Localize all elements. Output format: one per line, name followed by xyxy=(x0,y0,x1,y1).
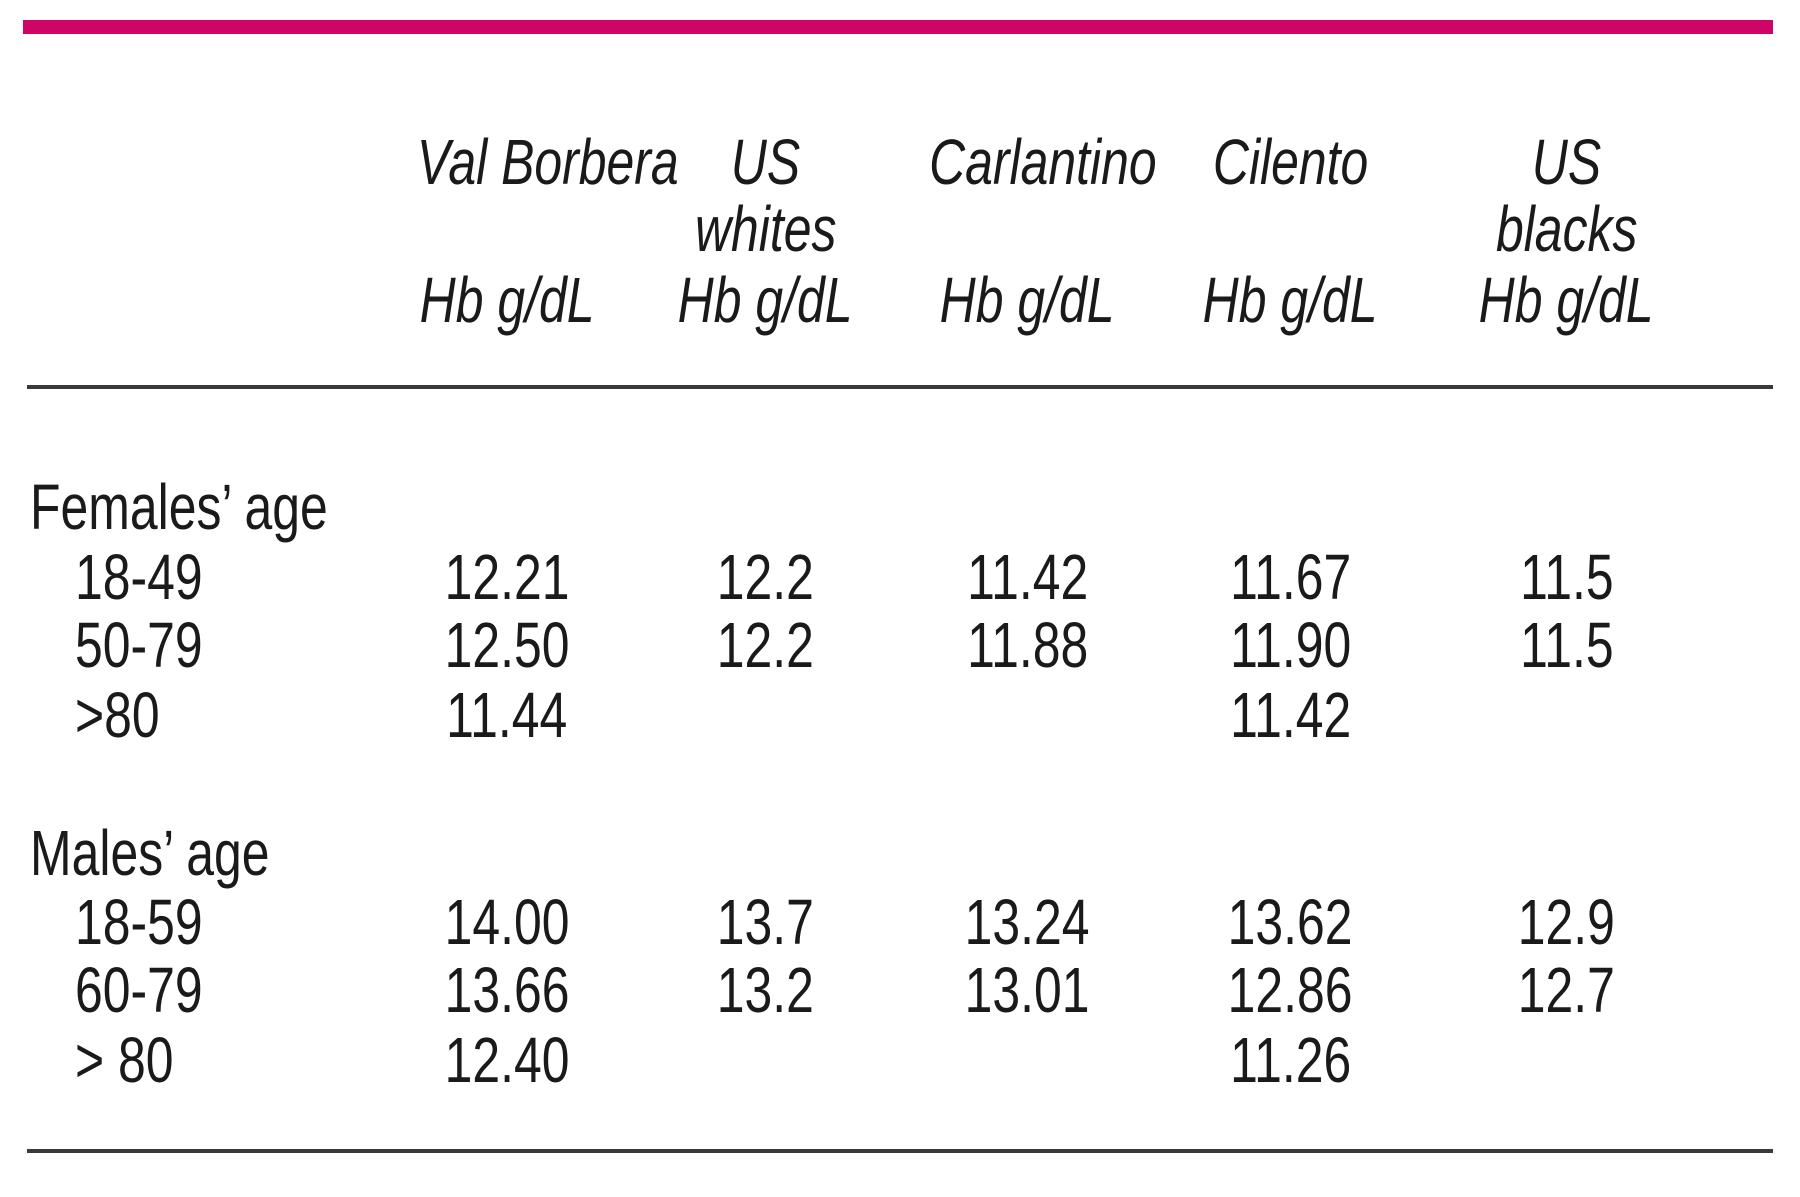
value-cell: 12.9 xyxy=(1517,886,1616,958)
section-label-males: Males’ age xyxy=(30,817,270,889)
table-row: 60-79 13.66 13.2 13.01 12.86 12.7 xyxy=(30,955,1710,1025)
section-row-females: Females’ age xyxy=(30,472,1710,542)
section-row-males: Males’ age xyxy=(30,818,1710,888)
unit-header: Hb g/dL xyxy=(419,264,595,336)
value-cell: 13.62 xyxy=(1228,886,1353,958)
value-cell: 13.2 xyxy=(716,954,815,1026)
table-row: >80 11.44 11.42 xyxy=(30,680,1710,750)
value-cell: 11.44 xyxy=(446,679,568,751)
value-cell: 11.88 xyxy=(966,609,1089,681)
value-cell: 12.7 xyxy=(1517,954,1616,1026)
age-cell: 18-49 xyxy=(75,541,203,613)
value-cell: 11.42 xyxy=(1229,679,1352,751)
table-row: 18-49 12.21 12.2 11.42 11.67 11.5 xyxy=(30,542,1710,612)
section-label-females: Females’ age xyxy=(30,471,328,543)
age-cell: 60-79 xyxy=(75,954,203,1026)
age-cell: 50-79 xyxy=(75,609,203,681)
accent-bar xyxy=(23,20,1773,34)
value-cell: 11.5 xyxy=(1519,541,1614,613)
col-header-line2: whites xyxy=(694,193,837,265)
col-header-cilento: Cilento xyxy=(1212,126,1369,198)
header-rule xyxy=(27,385,1773,389)
value-cell: 11.5 xyxy=(1519,609,1614,681)
value-cell: 11.67 xyxy=(1229,541,1352,613)
value-cell: 13.01 xyxy=(965,954,1090,1026)
header-row-units: Hb g/dL Hb g/dL Hb g/dL Hb g/dL Hb g/dL xyxy=(30,265,1710,335)
col-header-us-whites: US xyxy=(730,126,801,198)
col-header-us-blacks: US xyxy=(1531,126,1602,198)
value-cell: 13.24 xyxy=(965,886,1090,958)
value-cell: 12.2 xyxy=(716,541,815,613)
header-row-populations-line2: whites blacks xyxy=(30,194,1710,264)
value-cell: 11.90 xyxy=(1229,609,1352,681)
unit-header: Hb g/dL xyxy=(940,264,1115,336)
table-row: 50-79 12.50 12.2 11.88 11.90 11.5 xyxy=(30,610,1710,680)
value-cell: 13.7 xyxy=(716,886,815,958)
value-cell: 12.2 xyxy=(716,609,815,681)
col-header-line2: blacks xyxy=(1495,193,1638,265)
value-cell: 14.00 xyxy=(444,886,570,958)
age-cell: >80 xyxy=(75,679,160,751)
table-row: 18-59 14.00 13.7 13.24 13.62 12.9 xyxy=(30,887,1710,957)
value-cell: 11.26 xyxy=(1229,1024,1352,1096)
col-header-carlantino: Carlantino xyxy=(929,126,1157,198)
value-cell: 12.50 xyxy=(444,609,570,681)
value-cell: 12.40 xyxy=(444,1024,570,1096)
unit-header: Hb g/dL xyxy=(1203,264,1378,336)
age-cell: > 80 xyxy=(75,1024,174,1096)
col-header-val-borbera: Val Borbera xyxy=(416,126,679,198)
bottom-rule xyxy=(27,1149,1773,1153)
age-cell: 18-59 xyxy=(75,886,203,958)
value-cell: 12.21 xyxy=(444,541,570,613)
header-row-populations: Val Borbera US Carlantino Cilento US xyxy=(30,127,1710,197)
value-cell: 11.42 xyxy=(966,541,1089,613)
unit-header: Hb g/dL xyxy=(678,264,853,336)
value-cell: 12.86 xyxy=(1228,954,1353,1026)
unit-header: Hb g/dL xyxy=(1479,264,1654,336)
table-row: > 80 12.40 11.26 xyxy=(30,1025,1710,1095)
value-cell: 13.66 xyxy=(444,954,570,1026)
